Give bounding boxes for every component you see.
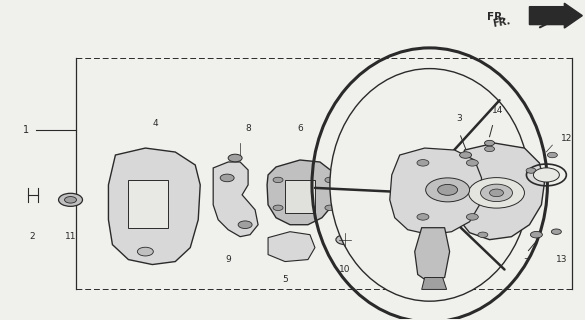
Polygon shape (213, 162, 258, 237)
Text: 11: 11 (65, 232, 76, 241)
Ellipse shape (330, 68, 529, 301)
Circle shape (484, 146, 494, 152)
Text: FR.: FR. (492, 16, 511, 29)
Text: 14: 14 (346, 124, 357, 133)
Text: 8: 8 (245, 124, 251, 133)
Circle shape (336, 235, 354, 244)
Circle shape (469, 178, 524, 208)
Circle shape (552, 229, 562, 235)
Text: FR.: FR. (487, 12, 507, 22)
Polygon shape (285, 180, 315, 213)
Text: 10: 10 (339, 265, 350, 274)
Text: 1: 1 (22, 125, 29, 135)
Circle shape (325, 205, 335, 211)
Polygon shape (267, 160, 335, 225)
Circle shape (325, 177, 335, 183)
Polygon shape (108, 148, 200, 265)
Polygon shape (455, 143, 545, 240)
Circle shape (478, 232, 488, 237)
Text: 3: 3 (457, 114, 463, 123)
Circle shape (466, 160, 479, 166)
Circle shape (417, 160, 429, 166)
Circle shape (64, 196, 77, 203)
Circle shape (417, 214, 429, 220)
Polygon shape (268, 232, 315, 261)
Circle shape (484, 140, 494, 146)
Circle shape (480, 184, 512, 202)
Circle shape (548, 152, 558, 158)
Circle shape (238, 221, 252, 228)
Circle shape (531, 231, 542, 238)
Circle shape (58, 193, 82, 206)
Circle shape (228, 154, 242, 162)
Circle shape (526, 168, 536, 173)
Text: 6: 6 (297, 124, 303, 133)
Circle shape (137, 247, 153, 256)
Text: 13: 13 (556, 255, 567, 264)
Circle shape (466, 214, 479, 220)
Polygon shape (415, 228, 450, 282)
Circle shape (438, 184, 457, 195)
Text: 5: 5 (282, 275, 288, 284)
Polygon shape (422, 277, 446, 289)
Circle shape (460, 152, 472, 158)
Text: 14: 14 (492, 106, 503, 115)
Text: 7: 7 (524, 258, 529, 267)
Circle shape (534, 168, 559, 182)
Text: 2: 2 (30, 232, 36, 241)
Circle shape (452, 190, 462, 196)
Polygon shape (390, 148, 481, 235)
Text: 12: 12 (560, 134, 572, 143)
Circle shape (347, 169, 357, 175)
Text: 4: 4 (153, 119, 158, 128)
Circle shape (273, 177, 283, 183)
Text: 9: 9 (225, 255, 231, 264)
Circle shape (490, 189, 504, 197)
Circle shape (426, 178, 470, 202)
Circle shape (220, 174, 234, 182)
Polygon shape (128, 180, 168, 228)
Circle shape (273, 205, 283, 211)
FancyArrow shape (529, 3, 582, 28)
